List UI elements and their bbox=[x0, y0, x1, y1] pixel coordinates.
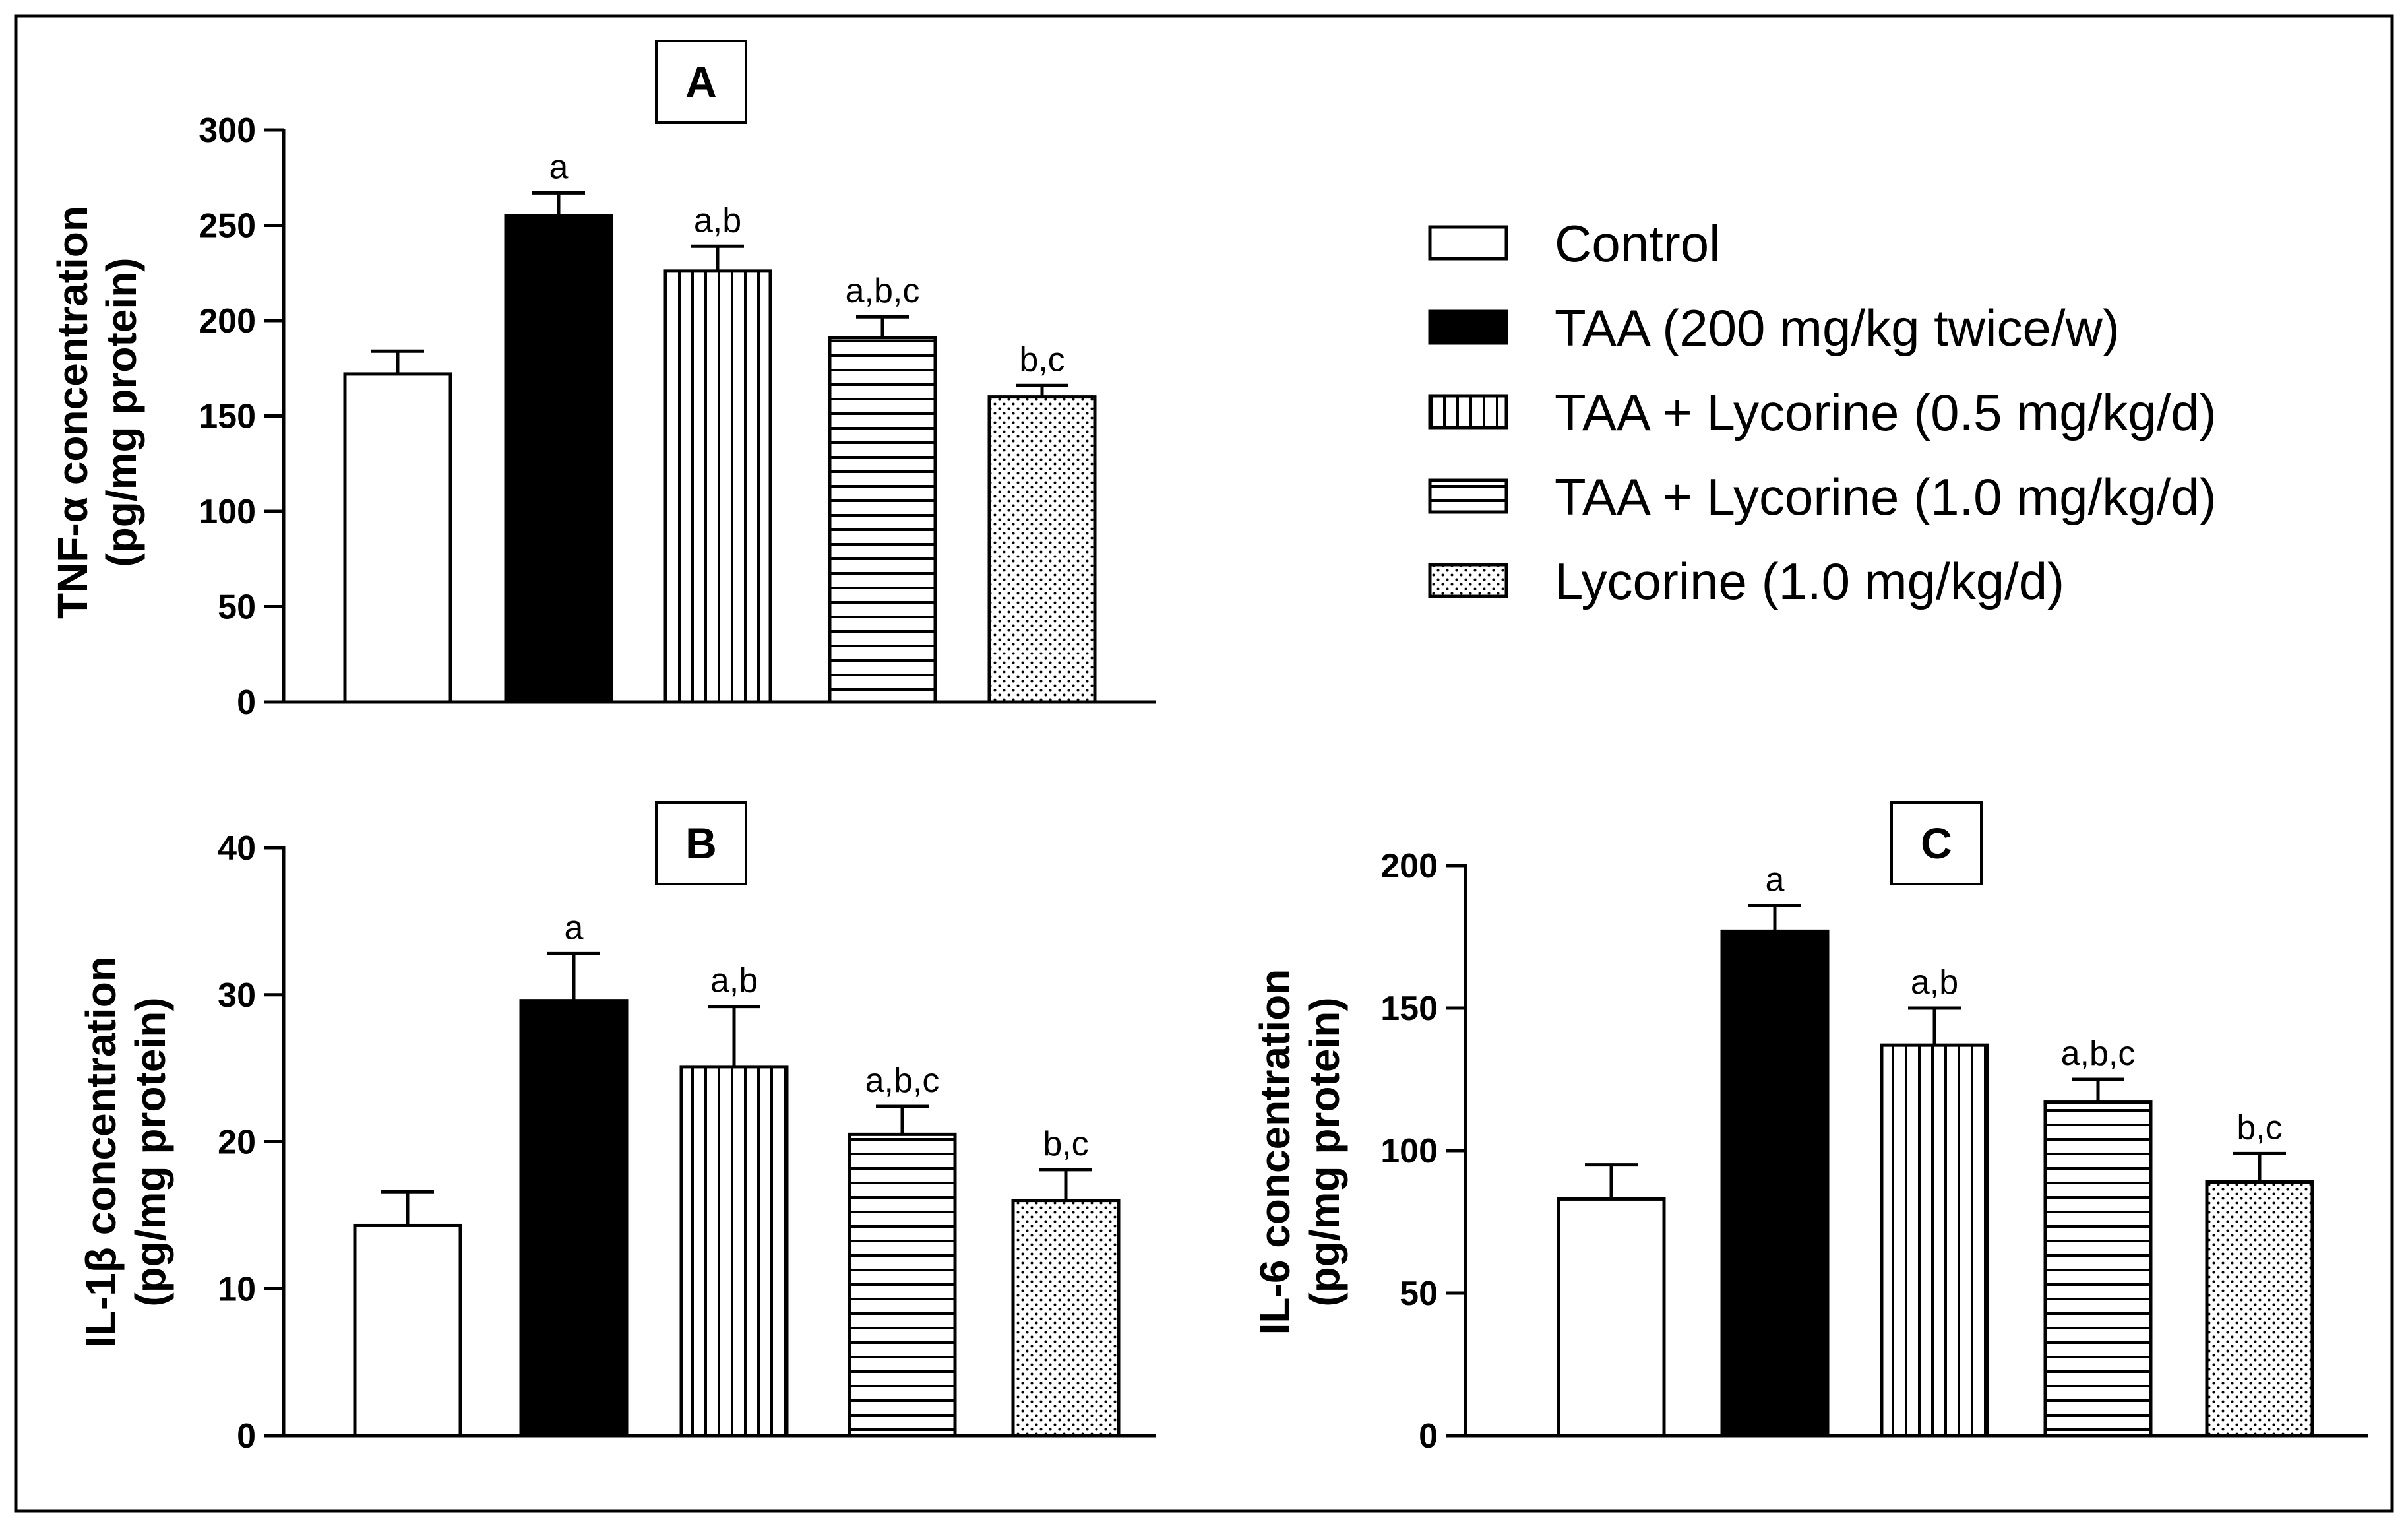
panel-b-bar-lyc10 bbox=[1011, 1199, 1121, 1438]
panel-a-ylabel-line1: TNF-α concentration bbox=[49, 206, 96, 619]
panel-c-significance-label: a bbox=[1766, 860, 1785, 899]
panel-a-bar-taa bbox=[504, 214, 613, 704]
panel-c-significance-label: b,c bbox=[2237, 1108, 2282, 1147]
panel-a-ytick-label: 50 bbox=[218, 589, 256, 627]
panel-c-significance-label: a,b,c bbox=[2061, 1035, 2136, 1073]
legend-swatch-lycorine-1-0 bbox=[1428, 563, 1508, 598]
legend-label-taa: TAA (200 mg/kg twice/w) bbox=[1555, 299, 2120, 357]
panel-b-ylabel-line2: (pg/mg protein) bbox=[127, 997, 174, 1306]
panel-a-label-box bbox=[655, 40, 747, 124]
panel-a-ylabel-line2: (pg/mg protein) bbox=[98, 257, 145, 567]
panel-c-ytick-label: 50 bbox=[1400, 1275, 1438, 1313]
panel-b-ytick-label: 40 bbox=[218, 829, 256, 868]
legend-swatch-taa bbox=[1428, 309, 1508, 345]
panel-c-bar-taa_lyc05 bbox=[1880, 1043, 1989, 1438]
legend-swatch-taa-lycorine-0-5 bbox=[1428, 394, 1508, 430]
panel-c: a a,b a,b,c b,c 0 50 100 150 200 IL-6 concentra… bbox=[1251, 801, 2368, 1455]
panel-a-significance-label: a,b,c bbox=[846, 272, 920, 310]
panel-c-bar-control bbox=[1557, 1197, 1666, 1438]
legend-label-taa-lycorine-1-0: TAA + Lycorine (1.0 mg/kg/d) bbox=[1555, 468, 2217, 526]
panel-b-significance-label: a,b,c bbox=[865, 1062, 940, 1100]
panel-c-bar-taa bbox=[1720, 929, 1830, 1438]
panel-c-ytick-label: 0 bbox=[1419, 1417, 1438, 1455]
panel-c-ytick-label: 200 bbox=[1380, 847, 1438, 885]
panel-b: a a,b a,b,c b,c 0 10 20 30 40 IL-1β concentrati… bbox=[77, 801, 1156, 1455]
panel-c-bar-lyc10 bbox=[2205, 1180, 2314, 1438]
legend-label-taa-lycorine-0-5: TAA + Lycorine (0.5 mg/kg/d) bbox=[1555, 383, 2217, 441]
panel-a-label: A bbox=[685, 57, 717, 106]
panel-a-significance-label: a,b bbox=[694, 201, 741, 239]
panel-b-significance-label: a bbox=[565, 908, 584, 947]
panel-b-significance-label: a,b bbox=[710, 962, 758, 1000]
panel-a: a a,b a,b,c b,c 0 50 100 150 200 250 300 TNF-α co… bbox=[49, 40, 1156, 722]
panel-c-label-box bbox=[1890, 801, 1983, 885]
panel-a-ytick-label: 0 bbox=[237, 684, 256, 722]
panel-c-ytick-label: 150 bbox=[1380, 990, 1438, 1028]
panel-a-ticks: 0 50 100 150 200 250 300 bbox=[199, 111, 284, 722]
panel-b-label: B bbox=[685, 819, 717, 868]
panel-a-bar-taa_lyc10 bbox=[828, 336, 937, 704]
panel-b-ylabel-line1: IL-1β concentration bbox=[77, 956, 125, 1348]
panel-a-ytick-label: 150 bbox=[199, 398, 256, 436]
panel-a-bar-taa_lyc05 bbox=[663, 269, 772, 704]
panel-c-ticks: 0 50 100 150 200 bbox=[1380, 847, 1466, 1455]
legend: Control TAA (200 mg/kg twice/w) TAA + Ly… bbox=[1428, 214, 2217, 610]
panel-c-label: C bbox=[1921, 819, 1952, 868]
panel-b-ytick-label: 10 bbox=[218, 1270, 256, 1308]
panel-b-ytick-label: 30 bbox=[218, 976, 256, 1015]
panel-c-ylabel-line2: (pg/mg protein) bbox=[1301, 997, 1348, 1306]
panel-a-ytick-label: 250 bbox=[199, 207, 256, 245]
panel-b-bar-taa bbox=[519, 999, 629, 1438]
panel-b-ytick-label: 0 bbox=[237, 1417, 256, 1455]
panel-a-significance-label: b,c bbox=[1019, 340, 1065, 379]
panel-c-ylabel-line1: IL-6 concentration bbox=[1251, 969, 1299, 1335]
legend-swatch-taa-lycorine-1-0 bbox=[1428, 478, 1508, 514]
panel-a-bars: a a,b a,b,c b,c bbox=[343, 148, 1097, 704]
legend-label-lycorine-1-0: Lycorine (1.0 mg/kg/d) bbox=[1555, 552, 2064, 610]
panel-a-bar-control bbox=[343, 372, 452, 704]
panel-a-bar-lyc10 bbox=[987, 395, 1097, 704]
panel-b-ytick-label: 20 bbox=[218, 1124, 256, 1162]
panel-a-ytick-label: 200 bbox=[199, 302, 256, 340]
panel-b-bar-control bbox=[353, 1223, 462, 1438]
panel-b-ticks: 0 10 20 30 40 bbox=[218, 829, 284, 1455]
panel-a-significance-label: a bbox=[549, 148, 569, 186]
panel-a-ytick-label: 300 bbox=[199, 111, 256, 150]
panel-a-ytick-label: 100 bbox=[199, 493, 256, 531]
panel-b-significance-label: b,c bbox=[1043, 1125, 1088, 1163]
legend-swatch-control bbox=[1428, 225, 1508, 261]
panel-b-label-box bbox=[655, 801, 747, 885]
panel-b-bar-taa_lyc10 bbox=[848, 1132, 957, 1438]
panel-b-bar-taa_lyc05 bbox=[679, 1065, 789, 1438]
panel-b-bars: a a,b a,b,c b,c bbox=[353, 908, 1121, 1438]
legend-label-control: Control bbox=[1555, 214, 1720, 272]
panel-c-significance-label: a,b bbox=[1911, 963, 1958, 1002]
panel-c-bar-taa_lyc10 bbox=[2043, 1100, 2153, 1438]
panel-c-bars: a a,b a,b,c b,c bbox=[1557, 860, 2314, 1438]
panel-c-ytick-label: 100 bbox=[1380, 1132, 1438, 1170]
